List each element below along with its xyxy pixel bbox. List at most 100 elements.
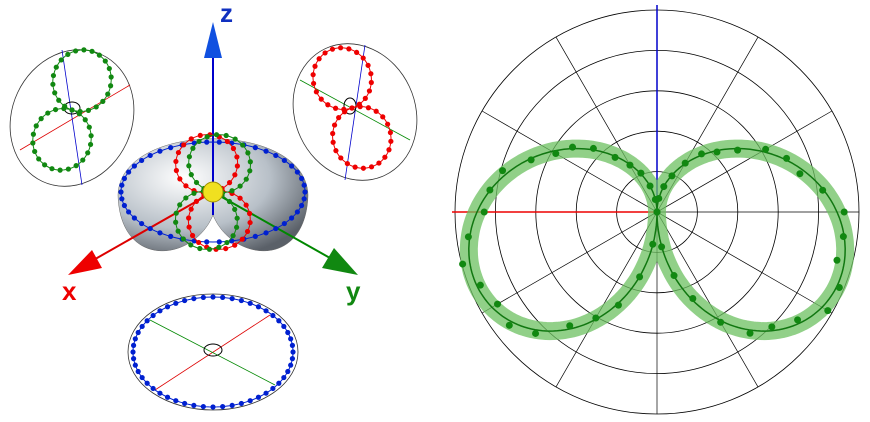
dot [252,145,258,151]
data-dot [839,233,847,241]
dotted-curve [130,294,296,410]
dot [65,51,71,57]
dot [310,72,316,78]
dot [289,215,295,221]
dot [85,107,92,114]
dot [73,163,79,169]
dot [237,195,243,201]
dot [139,323,145,330]
dot [42,162,48,168]
data-dot [660,183,668,191]
dot [234,163,240,169]
y-axis [212,191,331,259]
dot [344,160,350,167]
axis-line [61,49,83,186]
data-dot [670,272,678,280]
dot [52,106,59,113]
dot [352,164,358,170]
dot [204,134,210,140]
dot [173,398,179,404]
dot [298,175,305,182]
dot [168,233,174,239]
dot [388,138,394,144]
dot [302,189,308,195]
dot [186,224,192,230]
dot [130,342,137,348]
dot [346,46,352,52]
dot [197,132,203,139]
dotted-curve [118,139,308,245]
axis-label: x [62,276,77,306]
dot [362,95,368,101]
dot [53,64,59,70]
dot [373,108,379,114]
dot [368,79,374,86]
data-dot [698,150,706,158]
dot [365,62,371,68]
dot [144,318,150,324]
dot [230,145,237,152]
data-dot [459,260,467,268]
dot [173,300,179,306]
projection-frame [292,43,418,181]
dot [360,55,366,61]
dot [191,295,197,302]
data-dot [569,143,577,151]
data-dot [681,159,689,167]
dot [56,97,62,103]
dot [193,198,200,204]
dot [313,89,319,95]
dot [100,98,106,104]
dot [126,169,132,175]
dot [177,202,183,208]
data-dot [768,323,776,331]
dot [240,142,246,148]
dot [177,176,183,182]
dot [270,312,276,319]
dot [232,172,238,178]
data-dot [589,144,597,152]
dot [130,349,136,355]
dot [87,141,94,148]
dot [181,142,187,148]
dot [387,129,394,136]
dot [349,105,355,111]
dot [290,349,296,355]
y-arrow [322,248,358,275]
dot [186,163,192,169]
dot [106,65,112,72]
dot [229,402,235,409]
dot [263,390,269,396]
dot [294,209,300,215]
dot [196,138,202,145]
dot [229,188,235,194]
dot [385,121,391,127]
dot [243,176,249,182]
data-dot [794,316,802,324]
dot [341,106,347,112]
data-dot [552,150,560,158]
dot [157,390,163,396]
dot [270,385,276,392]
dot [333,148,339,154]
dot [281,323,287,330]
data-dot [668,172,676,180]
dot [331,122,338,128]
dot [289,356,296,362]
dot [232,242,238,248]
dot [30,131,36,137]
axis-line [19,84,131,151]
dot [276,318,282,324]
data-dot [626,161,634,169]
dot [50,81,56,87]
dot [126,209,132,215]
dot [246,210,253,217]
dot [368,71,374,77]
dot [234,224,240,230]
z-arrow [204,22,222,58]
dot [210,294,216,300]
dot [144,380,150,386]
dot [220,294,226,301]
dot [332,105,339,111]
